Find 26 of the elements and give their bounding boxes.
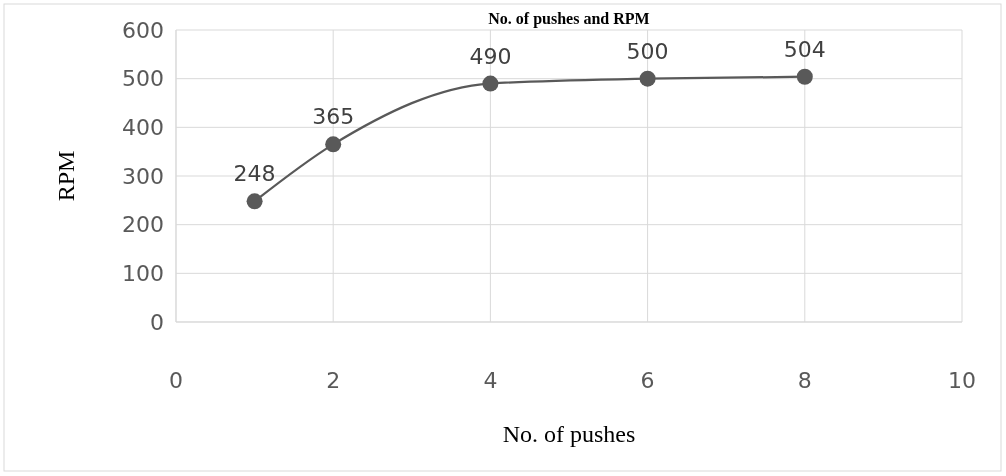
data-label: 500 — [626, 38, 669, 64]
y-tick-label: 500 — [122, 66, 164, 92]
y-tick-label: 400 — [122, 115, 164, 141]
point — [246, 193, 263, 210]
x-tick-label: 6 — [640, 368, 655, 393]
data-label: 365 — [312, 104, 355, 130]
x-axis-title: No. of pushes — [502, 421, 636, 447]
point — [639, 70, 656, 87]
point — [796, 68, 813, 85]
point — [325, 136, 342, 153]
y-axis-title: RPM — [53, 150, 79, 202]
x-tick-label: 2 — [326, 368, 341, 393]
x-tick-label: 0 — [169, 368, 183, 393]
x-tick-label: 8 — [797, 368, 812, 393]
y-tick-label: 0 — [150, 309, 164, 335]
data-label: 248 — [233, 161, 276, 187]
x-tick-label: 4 — [483, 368, 498, 393]
x-tick-label: 10 — [948, 368, 976, 393]
data-label: 504 — [783, 36, 826, 62]
y-tick-label: 300 — [122, 163, 164, 189]
point — [482, 75, 499, 92]
chart-title: No. of pushes and RPM — [488, 10, 650, 28]
y-tick-label: 600 — [122, 17, 164, 43]
data-label: 490 — [469, 43, 512, 69]
y-tick-label: 200 — [122, 212, 164, 238]
y-tick-label: 100 — [122, 261, 164, 287]
